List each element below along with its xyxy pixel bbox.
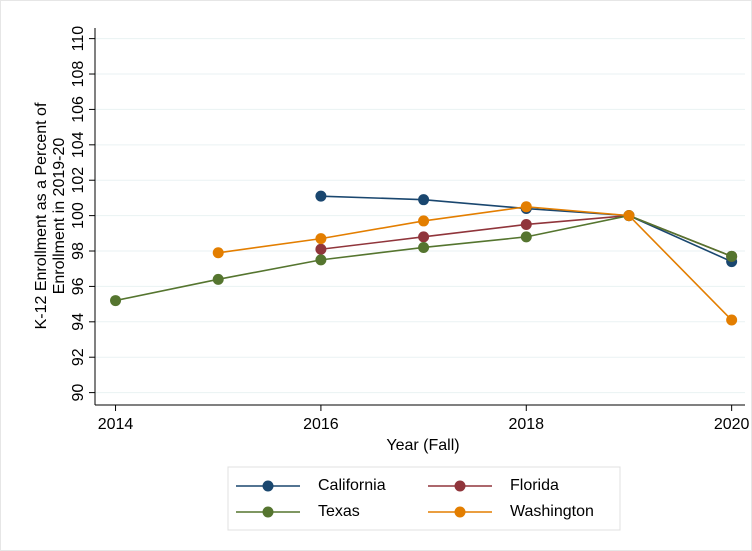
legend-marker <box>454 480 466 492</box>
legend-label: Texas <box>318 503 360 520</box>
data-point <box>520 201 532 213</box>
series-line <box>218 205 733 321</box>
x-tick-label: 2016 <box>303 416 339 433</box>
y-tick-label: 108 <box>70 61 87 88</box>
y-tick-label: 90 <box>70 384 87 402</box>
data-point <box>110 295 122 307</box>
y-tick-label: 102 <box>70 167 87 194</box>
data-point <box>623 210 635 222</box>
legend-marker <box>454 506 466 518</box>
legend-label: California <box>318 477 386 494</box>
x-tick-label: 2018 <box>508 416 544 433</box>
data-point <box>520 218 532 230</box>
data-point <box>418 194 430 206</box>
data-point <box>212 273 224 285</box>
y-tick-label: 100 <box>70 202 87 229</box>
data-point <box>418 241 430 253</box>
data-point <box>315 233 327 245</box>
y-tick-label: 98 <box>70 242 87 260</box>
y-tick-label: 110 <box>70 26 87 52</box>
legend-marker <box>262 506 274 518</box>
y-tick-label: 94 <box>70 313 87 331</box>
data-point <box>520 231 532 243</box>
data-point <box>315 243 327 255</box>
legend-label: Florida <box>510 477 559 494</box>
legend-label: Washington <box>510 503 594 520</box>
y-tick-label: 106 <box>70 96 87 123</box>
y-tick-label: 96 <box>70 277 87 295</box>
data-point <box>726 250 738 262</box>
x-tick-label: 2014 <box>98 416 134 433</box>
x-axis-title: Year (Fall) <box>386 437 459 454</box>
data-point <box>418 215 430 227</box>
y-axis-title: K-12 Enrollment as a Percent of <box>33 102 50 329</box>
data-point <box>212 247 224 259</box>
data-point <box>726 314 738 326</box>
legend-marker <box>262 480 274 492</box>
data-point <box>315 254 327 266</box>
data-point <box>418 231 430 243</box>
y-tick-label: 104 <box>70 131 87 158</box>
y-tick-label: 92 <box>70 348 87 366</box>
x-tick-label: 2020 <box>714 416 750 433</box>
y-axis-title: Enrollment in 2019-20 <box>51 138 68 295</box>
legend <box>227 466 621 531</box>
data-point <box>315 190 327 202</box>
